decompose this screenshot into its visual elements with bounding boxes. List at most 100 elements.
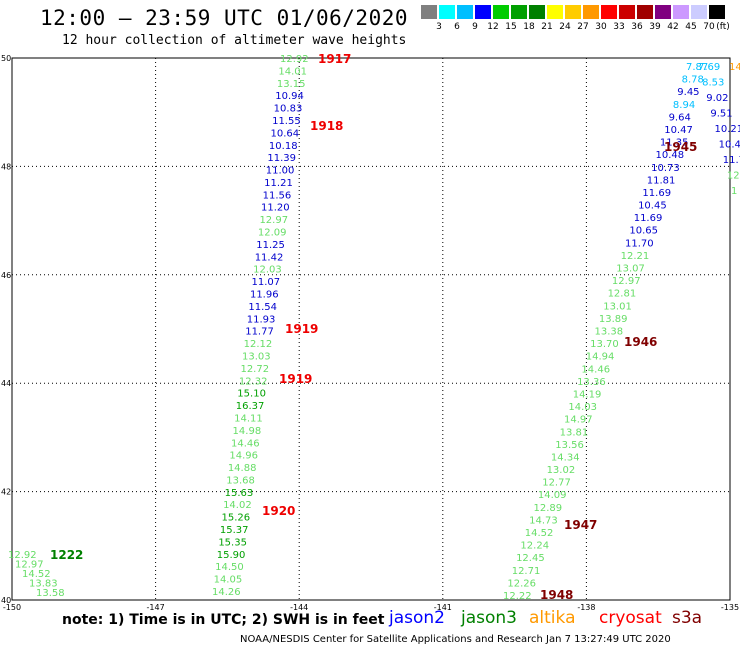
wave-height-label: 12.21 — [621, 251, 650, 262]
wave-height-label: 13.38 — [595, 327, 624, 338]
latitude-tick-label: 46 — [1, 271, 11, 280]
wave-height-label: 16.37 — [236, 401, 265, 412]
wave-height-label: 14.96 — [229, 451, 258, 462]
wave-height-label: 13.07 — [616, 264, 645, 275]
longitude-tick-label: -141 — [434, 603, 452, 612]
wave-height-label: 11.20 — [261, 203, 290, 214]
longitude-tick-label: -138 — [577, 603, 595, 612]
wave-height-label: 13.02 — [547, 465, 576, 476]
map-title: 12:00 – 23:59 UTC 01/06/2020 — [40, 6, 409, 30]
satellite-name-jason3: jason3 — [461, 608, 517, 628]
latitude-tick-label: 42 — [1, 488, 11, 497]
pass-time-label: 1920 — [262, 504, 295, 518]
wave-height-label: 10.48 — [656, 150, 685, 161]
wave-height-label: 14.52 — [525, 528, 554, 539]
wave-height-label: 10.21 — [715, 124, 740, 135]
wave-height-label: 11.56 — [263, 190, 292, 201]
longitude-tick-label: -144 — [290, 603, 308, 612]
latitude-tick-label: 48 — [1, 162, 11, 171]
wave-height-label: 12.45 — [516, 553, 545, 564]
wave-height-label: 11.77 — [245, 327, 274, 338]
pass-time-label: 1948 — [540, 588, 573, 602]
legend-swatch — [601, 5, 618, 19]
wave-height-label: 11.54 — [248, 302, 277, 313]
wave-height-label: 15.37 — [220, 525, 249, 536]
legend-swatch — [475, 5, 492, 19]
wave-height-label: 14.19 — [573, 389, 602, 400]
legend-swatch — [547, 5, 564, 19]
satellite-name-jason2: jason2 — [389, 608, 445, 628]
legend-label: 6 — [454, 22, 460, 32]
wave-height-label: 14.03 — [568, 402, 597, 413]
wave-height-label: 10.47 — [664, 125, 693, 136]
wave-height-label: 14.94 — [586, 352, 615, 363]
wave-height-label: 14.98 — [233, 426, 262, 437]
wave-height-label: 13.36 — [577, 377, 606, 388]
wave-height-label: 12.97 — [259, 215, 288, 226]
longitude-tick-label: -135 — [721, 603, 739, 612]
latitude-tick-label: 44 — [1, 379, 11, 388]
pass-time-label: 1919 — [279, 372, 312, 386]
wave-height-label: 14.50 — [215, 562, 244, 573]
wave-height-label: 11.7 — [723, 155, 740, 166]
wave-height-label: 13.01 — [603, 301, 632, 312]
wave-height-label: 9.64 — [669, 112, 691, 123]
legend-label: 15 — [505, 22, 517, 32]
wave-height-label: 14.46 — [581, 364, 610, 375]
pass-time-label: 1222 — [50, 548, 83, 562]
wave-height-label: 10.45 — [638, 201, 667, 212]
wave-height-label: 1 — [731, 186, 737, 197]
wave-height-label: 10.94 — [275, 91, 304, 102]
wave-height-label: 13.81 — [560, 427, 589, 438]
wave-height-label: 14.05 — [214, 575, 243, 586]
legend-swatch — [529, 5, 546, 19]
wave-height-label: 11.55 — [272, 116, 301, 127]
wave-height-label: 12. — [727, 171, 740, 182]
wave-height-label: 14.88 — [228, 463, 257, 474]
legend-label: (ft) — [716, 22, 730, 32]
longitude-tick-label: -150 — [3, 603, 21, 612]
legend-swatch — [637, 5, 654, 19]
satellite-name-cryosat: cryosat — [599, 608, 662, 628]
wave-height-label: 8.53 — [702, 78, 724, 89]
wave-height-label: 11.96 — [250, 290, 279, 301]
wave-height-label: 7.87 — [686, 62, 708, 73]
longitude-tick-label: -147 — [147, 603, 165, 612]
wave-height-label: 12.26 — [507, 578, 536, 589]
wave-height-label: 11.25 — [256, 240, 285, 251]
legend-label: 21 — [541, 22, 553, 32]
legend-swatch — [439, 5, 456, 19]
note-text: note: 1) Time is in UTC; 2) SWH is in fe… — [62, 612, 385, 628]
pass-time-label: 1919 — [285, 322, 318, 336]
wave-height-label: 13.83 — [29, 579, 58, 590]
wave-height-label: 14.09 — [538, 490, 567, 501]
wave-height-label: 13.70 — [590, 339, 619, 350]
legend-label: 18 — [523, 22, 535, 32]
legend-swatch — [493, 5, 510, 19]
wave-height-label: 14.26 — [212, 587, 241, 598]
wave-height-label: 11.93 — [247, 314, 276, 325]
wave-height-label: 12.77 — [542, 478, 571, 489]
footer-credit: NOAA/NESDIS Center for Satellite Applica… — [240, 634, 671, 645]
wave-height-label: 8.94 — [673, 100, 695, 111]
legend-label: 12 — [487, 22, 499, 32]
wave-height-label: 12.03 — [253, 265, 282, 276]
latitude-tick-label: 40 — [1, 596, 11, 605]
wave-height-label: 12.92 — [280, 54, 309, 65]
wave-height-label: 9.45 — [677, 87, 699, 98]
wave-height-label: 11.21 — [264, 178, 293, 189]
wave-height-label: 9.02 — [706, 93, 728, 104]
wave-height-label: 12.81 — [608, 289, 637, 300]
pass-time-label: 1946 — [624, 335, 657, 349]
legend-label: 42 — [667, 22, 679, 32]
wave-height-label: 14.46 — [231, 438, 260, 449]
pass-time-label: 1945 — [664, 140, 697, 154]
wave-height-label: 12.09 — [258, 228, 287, 239]
legend-label: 45 — [685, 22, 697, 32]
wave-height-label: 12.32 — [239, 376, 268, 387]
wave-height-label: 12.89 — [534, 503, 563, 514]
wave-height-label: 15.35 — [218, 537, 247, 548]
legend-swatch — [565, 5, 582, 19]
wave-height-label: 11.69 — [634, 213, 663, 224]
